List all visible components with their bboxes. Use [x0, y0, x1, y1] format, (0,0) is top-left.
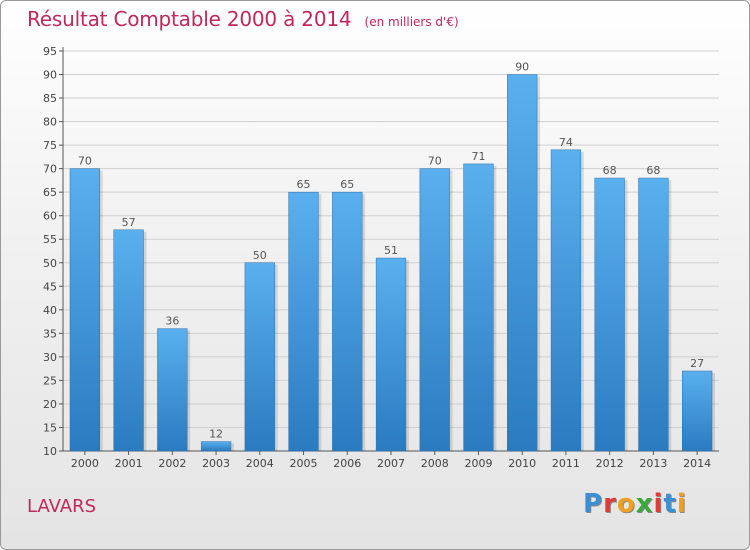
data-label: 57: [122, 216, 136, 229]
x-tick-label: 2009: [464, 457, 492, 470]
bar-2004: [244, 262, 275, 452]
y-tick-label: 50: [43, 257, 57, 270]
y-tick-label: 60: [43, 210, 57, 223]
data-label: 70: [428, 155, 442, 168]
y-tick-label: 30: [43, 351, 57, 364]
y-tick-label: 20: [43, 398, 57, 411]
bar-2012: [594, 177, 625, 452]
chart-subtitle: (en milliers d'€): [364, 15, 459, 29]
x-tick-label: 2006: [333, 457, 361, 470]
bar-2001: [113, 229, 144, 452]
logo-letter: i: [676, 489, 687, 519]
logo-letter: P: [583, 489, 604, 519]
y-tick-label: 90: [43, 69, 57, 82]
data-label: 12: [209, 428, 223, 441]
bar-2006: [332, 191, 363, 452]
logo-letter: t: [663, 489, 677, 519]
y-tick-label: 10: [43, 445, 57, 458]
bar-2005: [288, 191, 319, 452]
chart-title: Résultat Comptable 2000 à 2014 (en milli…: [27, 7, 459, 31]
y-tick-label: 25: [43, 374, 57, 387]
x-tick-label: 2014: [683, 457, 711, 470]
x-tick-label: 2010: [508, 457, 536, 470]
proxiti-logo: Proxiti: [583, 489, 687, 519]
data-label: 65: [340, 178, 354, 191]
data-label: 50: [253, 249, 267, 262]
bar-2013: [638, 177, 669, 452]
x-tick-label: 2000: [71, 457, 99, 470]
y-tick-label: 15: [43, 421, 57, 434]
x-tick-label: 2008: [421, 457, 449, 470]
y-tick-label: 70: [43, 163, 57, 176]
data-label: 71: [471, 150, 485, 163]
y-tick-label: 95: [43, 45, 57, 58]
y-tick-label: 45: [43, 280, 57, 293]
y-tick-label: 35: [43, 327, 57, 340]
x-tick-label: 2012: [596, 457, 624, 470]
x-tick-label: 2005: [290, 457, 318, 470]
data-label: 65: [297, 178, 311, 191]
data-label: 36: [165, 315, 179, 328]
data-label: 74: [559, 136, 573, 149]
bar-2002: [157, 328, 188, 452]
bars: [69, 74, 716, 452]
bar-2010: [507, 74, 538, 452]
bar-2011: [550, 149, 582, 452]
commune-name: LAVARS: [27, 496, 97, 517]
x-tick-label: 2003: [202, 457, 230, 470]
logo-letter: x: [635, 489, 654, 519]
data-label: 70: [78, 155, 92, 168]
labels: 10 15 20 25 30 35 40 45 50 55 60 65 70 75 80 85 90 95 2000…: [43, 45, 711, 470]
logo-letter: i: [653, 489, 664, 519]
bar-2009: [463, 163, 494, 452]
data-label: 90: [515, 61, 529, 74]
bar-2000: [69, 168, 100, 452]
chart-title-main: Résultat Comptable 2000 à 2014: [27, 7, 352, 31]
x-tick-label: 2011: [552, 457, 580, 470]
bar-2008: [419, 168, 450, 452]
x-tick-label: 2013: [639, 457, 667, 470]
y-tick-label: 80: [43, 116, 57, 129]
logo-letter: r: [603, 489, 617, 519]
data-label: 68: [603, 164, 617, 177]
data-label: 27: [690, 357, 704, 370]
x-tick-label: 2007: [377, 457, 405, 470]
x-tick-label: 2002: [158, 457, 186, 470]
data-label: 68: [646, 164, 660, 177]
x-tick-label: 2001: [115, 457, 143, 470]
bar-2003: [200, 441, 232, 452]
x-tick-label: 2004: [246, 457, 274, 470]
bar-2007: [375, 257, 407, 452]
y-tick-label: 55: [43, 233, 57, 246]
y-tick-label: 85: [43, 92, 57, 105]
y-tick-label: 75: [43, 139, 57, 152]
bar-2014: [682, 370, 713, 452]
y-tick-label: 40: [43, 304, 57, 317]
data-label: 51: [384, 244, 398, 257]
logo-letter: o: [616, 489, 636, 519]
y-tick-label: 65: [43, 186, 57, 199]
